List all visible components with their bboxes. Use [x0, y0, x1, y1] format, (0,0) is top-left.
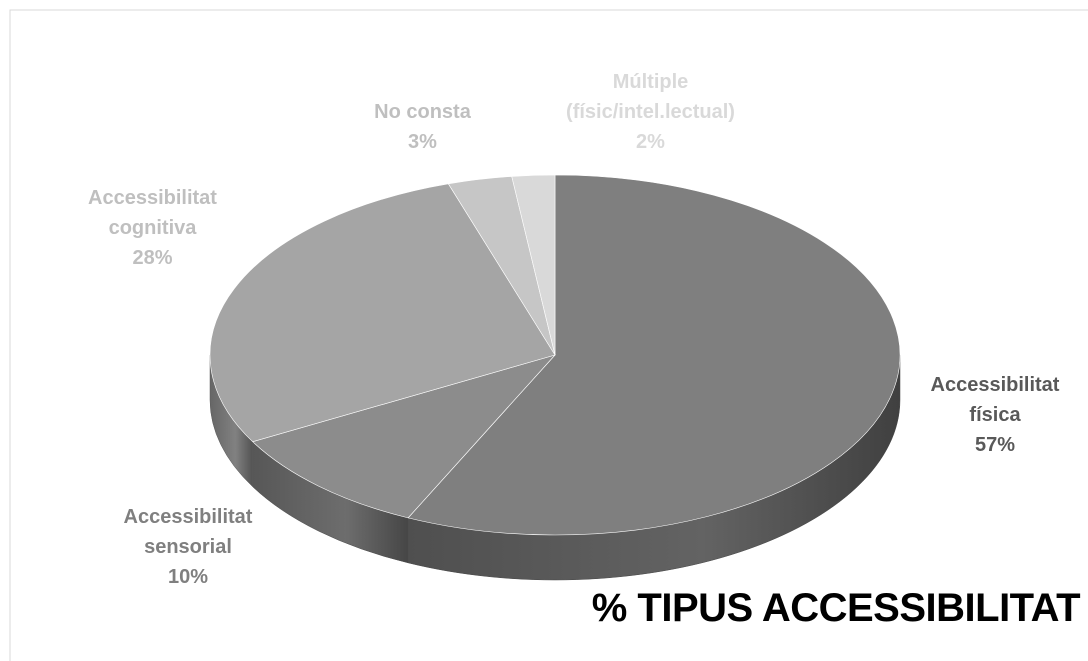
- value-label: 28%: [132, 247, 173, 269]
- chart-frame: [9, 9, 1088, 661]
- category-label: No consta: [374, 101, 471, 123]
- data-label: Múltiple (físic/intel.lectual) 2%: [548, 67, 753, 157]
- slice: [407, 174, 901, 536]
- data-label: Accessibilitat física 57%: [910, 370, 1080, 460]
- pie-tops: [209, 174, 901, 536]
- chart-title: % TIPUS ACCESSIBILITAT: [591, 586, 1081, 630]
- value-label: 2%: [636, 131, 665, 153]
- category-label: Accessibilitat física: [930, 374, 1060, 426]
- data-label: Accessibilitat cognitiva 28%: [60, 183, 245, 273]
- slice: [252, 354, 556, 519]
- slice: [209, 183, 556, 443]
- value-label: 10%: [167, 566, 209, 588]
- data-label: Accessibilitat sensorial 10%: [98, 502, 278, 592]
- category-label: Múltiple (físic/intel.lectual): [566, 71, 735, 123]
- slice: [511, 174, 556, 356]
- category-label: Accessibilitat cognitiva: [88, 187, 217, 239]
- value-label: 57%: [974, 434, 1016, 456]
- category-label: Accessibilitat sensorial: [123, 506, 253, 558]
- value-label: 3%: [408, 131, 437, 153]
- data-label: No consta 3%: [340, 97, 505, 157]
